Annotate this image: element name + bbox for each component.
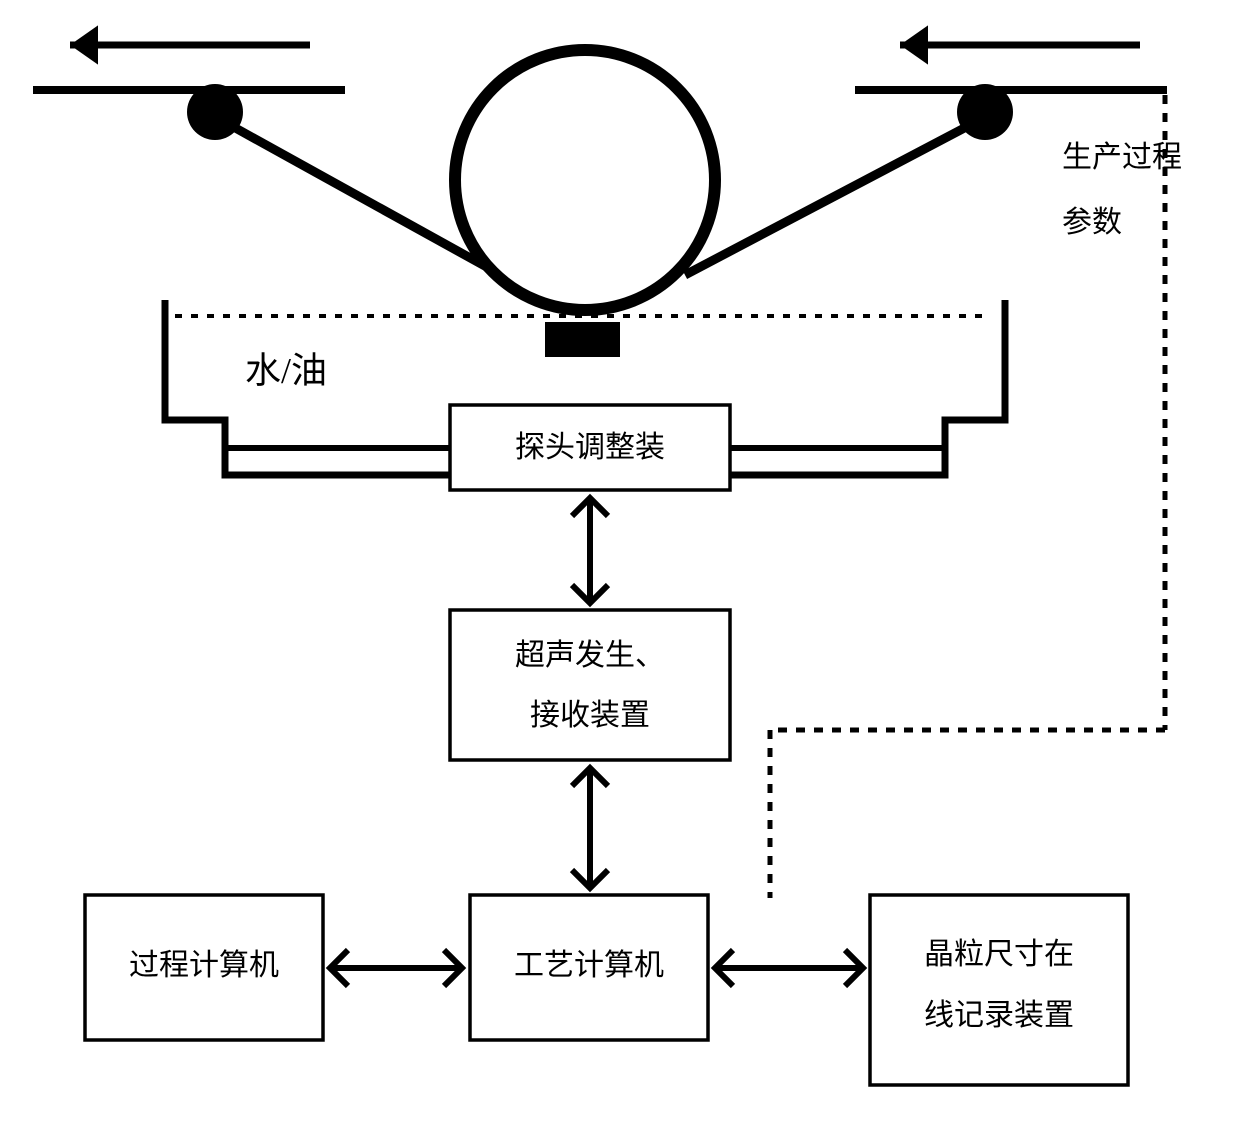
water-oil-label: 水/油 (245, 350, 327, 390)
process-params-label-2: 参数 (1062, 206, 1122, 239)
ultrasonic (450, 610, 730, 760)
grain_recorder (870, 895, 1128, 1085)
craft_computer-label-0: 工艺计算机 (514, 949, 664, 982)
main-drum (455, 50, 715, 310)
ultrasonic-label-1: 接收装置 (530, 699, 650, 732)
probe_adjust-label-0: 探头调整装 (515, 431, 665, 464)
grain_recorder-label-1: 线记录装置 (924, 999, 1074, 1032)
process_computer-label-0: 过程计算机 (129, 949, 279, 982)
ultrasonic-label-0: 超声发生、 (515, 639, 665, 672)
grain_recorder-label-0: 晶粒尺寸在 (924, 938, 1074, 971)
probe-icon (545, 322, 620, 357)
